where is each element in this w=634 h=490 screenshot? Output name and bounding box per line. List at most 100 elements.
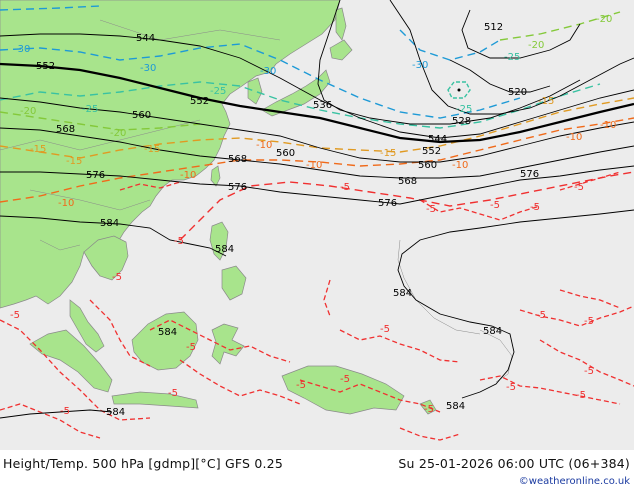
contour-576 — [0, 165, 634, 205]
weather-map: 544 552 552 560 568 576 584 584 536 512 … — [0, 0, 634, 450]
hlabel: 552 — [36, 61, 55, 72]
land-taiwan — [210, 165, 221, 187]
tlabel: -5 — [584, 316, 594, 327]
minus5-tropical-contours — [0, 171, 634, 441]
forecast-valid-time: Su 25-01-2026 06:00 UTC (06+384) — [398, 456, 630, 471]
tlabel: -15 — [30, 144, 46, 155]
hlabel: 520 — [508, 87, 527, 98]
tlabel: -5 — [380, 324, 390, 335]
tlabel: -5 — [340, 182, 350, 193]
hlabel: 560 — [418, 160, 437, 171]
tlabel: -5 — [10, 310, 20, 321]
tlabel: -5 — [426, 204, 436, 215]
tlabel: -10 — [256, 140, 272, 151]
hlabel: 584 — [393, 288, 412, 299]
tlabel: -20 — [110, 128, 126, 139]
land-indochina — [83, 235, 129, 281]
contour-560 — [0, 97, 634, 163]
hlabel: 560 — [132, 110, 151, 121]
tlabel: -5 — [296, 380, 306, 391]
tlabel: -5 — [576, 390, 586, 401]
tlabel: -5 — [490, 200, 500, 211]
tlabel: -20 — [596, 14, 612, 25]
tlabel: -5 — [574, 182, 584, 193]
tlabel: -30 — [412, 60, 428, 71]
hlabel: 584 — [446, 401, 465, 412]
land-solomons — [419, 399, 437, 415]
hlabel: 536 — [313, 100, 332, 111]
contour-536 — [317, 0, 581, 125]
hlabel: 528 — [452, 116, 471, 127]
hlabel: 568 — [56, 124, 75, 135]
contour-544 — [0, 33, 634, 139]
tlabel: -25 — [210, 86, 226, 97]
contour-528 — [389, 0, 634, 115]
land-borneo — [131, 311, 199, 371]
land-java — [111, 391, 199, 409]
isotherm-minus-20-east — [499, 11, 621, 41]
tlabel: -10 — [566, 132, 582, 143]
hlabel: 584 — [158, 327, 177, 338]
map-footer: Height/Temp. 500 hPa [gdmp][°C] GFS 0.25… — [0, 450, 634, 490]
tlabel: -5 — [424, 404, 434, 415]
isotherm-minus-25 — [0, 81, 601, 129]
tlabel: -10 — [58, 198, 74, 209]
isotherm-minus-30-north — [0, 5, 101, 11]
contour-584-east — [397, 209, 634, 399]
hlabel: 544 — [428, 134, 447, 145]
tlabel: -5 — [112, 272, 122, 283]
tlabel: -5 — [60, 406, 70, 417]
hlabel: 576 — [86, 170, 105, 181]
tlabel: -30 — [260, 66, 276, 77]
contour-552 — [0, 62, 634, 144]
land-japan-main — [261, 69, 331, 117]
contour-520 — [449, 59, 551, 93]
hlabel: 552 — [422, 146, 441, 157]
isotherm-minus-15 — [0, 97, 634, 159]
hlabel: 584 — [100, 218, 119, 229]
contour-568 — [0, 127, 634, 179]
hlabel: 552 — [190, 96, 209, 107]
isotherm-minus-30 — [0, 43, 521, 119]
tlabel: -5 — [340, 374, 350, 385]
tlabel: -25 — [504, 52, 520, 63]
land-new-guinea — [281, 365, 405, 415]
isotherm-minus-5-north — [179, 171, 634, 241]
tlabel: -5 — [536, 310, 546, 321]
isotherm-minus-20 — [0, 111, 201, 131]
tlabel: -15 — [66, 156, 82, 167]
hlabel: 576 — [520, 169, 539, 180]
land-sakhalin — [335, 7, 347, 41]
land-malay-peninsula — [69, 299, 105, 353]
tlabel: -10 — [452, 160, 468, 171]
tlabel: -10 — [180, 170, 196, 181]
land-philippines-south — [221, 265, 247, 301]
land-korea — [247, 77, 263, 105]
tlabel: -15 — [538, 96, 554, 107]
isotherm-minus-10 — [0, 117, 634, 203]
hlabel: 576 — [228, 182, 247, 193]
tlabel: -25 — [82, 104, 98, 115]
land-sulawesi — [211, 323, 245, 365]
hlabel: 576 — [378, 198, 397, 209]
hlabel: 512 — [484, 22, 503, 33]
site-credit-link[interactable]: ©weatheronline.co.uk — [518, 476, 630, 487]
temp-labels: -30 -30 -30 -30 -25 -25 -25 -25 -20 -20 … — [10, 14, 616, 417]
tlabel: -25 — [456, 104, 472, 115]
tlabel: -15 — [380, 148, 396, 159]
map-title: Height/Temp. 500 hPa [gdmp][°C] GFS 0.25 — [3, 456, 283, 471]
hlabel: 568 — [228, 154, 247, 165]
contour-584-west — [0, 215, 227, 257]
tlabel: -5 — [174, 236, 184, 247]
hlabel: 544 — [136, 33, 155, 44]
hlabel: 560 — [276, 148, 295, 159]
tlabel: -5 — [584, 366, 594, 377]
hlabel: 584 — [483, 326, 502, 337]
height-labels: 544 552 552 560 568 576 584 584 536 512 … — [36, 22, 539, 418]
land-asia-mainland — [0, 0, 341, 309]
tlabel: -10 — [306, 160, 322, 171]
tlabel: -20 — [528, 40, 544, 51]
tlabel: -5 — [530, 202, 540, 213]
landmasses — [0, 0, 437, 415]
low-pressure-center — [447, 81, 471, 99]
